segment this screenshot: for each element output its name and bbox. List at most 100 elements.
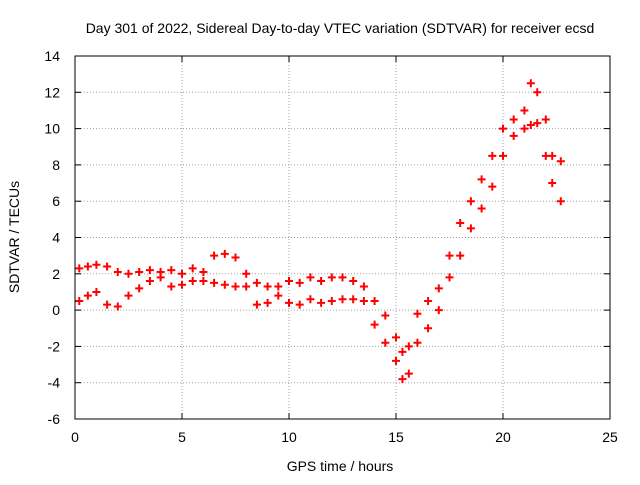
data-point: [295, 300, 304, 309]
data-point: [210, 251, 219, 260]
y-tick-label: 4: [52, 230, 60, 246]
data-point: [370, 297, 379, 306]
data-point: [477, 204, 486, 213]
data-point: [167, 282, 176, 291]
data-point: [520, 124, 529, 133]
y-tick-label: -2: [48, 338, 61, 354]
data-point: [398, 347, 407, 356]
data-point: [392, 333, 400, 342]
data-point: [413, 309, 422, 318]
data-point: [135, 284, 144, 293]
data-point: [381, 338, 390, 347]
data-point: [156, 273, 165, 282]
data-point: [263, 298, 272, 307]
data-point: [285, 277, 293, 286]
data-point: [135, 267, 144, 276]
data-point: [327, 273, 336, 282]
data-series-1: [75, 79, 565, 356]
data-point: [533, 88, 542, 97]
data-point: [103, 262, 112, 271]
data-point: [533, 119, 542, 128]
data-point: [274, 282, 283, 291]
data-point: [306, 273, 315, 282]
y-axis-label: SDTVAR / TECUs: [6, 181, 22, 293]
data-point: [252, 278, 261, 287]
data-point: [306, 295, 315, 304]
data-point: [327, 297, 336, 306]
tick-labels-layer: 0 5 10 15 20 25 -6 -4 -2 0 2 4 6 8 10 12 14: [44, 48, 618, 445]
x-tick-label: 15: [388, 429, 404, 445]
data-point: [188, 277, 197, 286]
data-point: [349, 295, 358, 304]
data-point: [274, 291, 283, 300]
data-point: [404, 369, 413, 378]
x-axis-label: GPS time / hours: [287, 458, 394, 474]
data-point: [145, 277, 154, 286]
data-point: [75, 297, 84, 306]
data-point: [509, 115, 518, 124]
data-point: [263, 282, 272, 291]
data-point: [488, 182, 497, 191]
data-point: [466, 224, 475, 233]
y-tick-label: 8: [52, 157, 60, 173]
data-point: [392, 356, 400, 365]
data-point: [242, 269, 251, 278]
data-series-2: [75, 119, 565, 384]
data-point: [92, 260, 101, 269]
ticks-layer: [74, 55, 611, 420]
data-point: [83, 262, 92, 271]
data-point: [199, 277, 208, 286]
x-tick-label: 5: [178, 429, 186, 445]
data-point: [398, 375, 407, 384]
data-point: [424, 324, 433, 333]
data-point: [103, 300, 112, 309]
data-point: [338, 295, 347, 304]
data-point: [252, 300, 261, 309]
data-point: [499, 151, 507, 160]
data-point: [188, 264, 197, 273]
data-point: [445, 251, 454, 260]
data-point: [548, 179, 557, 188]
chart-title: Day 301 of 2022, Sidereal Day-to-day VTE…: [86, 20, 595, 36]
data-point: [359, 297, 368, 306]
data-point: [178, 280, 186, 289]
data-point: [466, 197, 475, 206]
data-point: [488, 151, 497, 160]
data-point: [456, 251, 465, 260]
data-point: [526, 120, 535, 129]
y-tick-label: 2: [52, 266, 60, 282]
data-point: [295, 278, 304, 287]
data-point: [556, 197, 565, 206]
y-tick-label: 14: [44, 48, 60, 64]
data-point: [509, 131, 518, 140]
y-tick-label: -4: [48, 375, 61, 391]
data-point: [541, 115, 550, 124]
data-point: [178, 269, 186, 278]
x-tick-label: 20: [495, 429, 511, 445]
data-point: [83, 291, 92, 300]
y-tick-label: -6: [48, 411, 61, 427]
data-point: [124, 269, 133, 278]
data-point: [338, 273, 347, 282]
data-point: [317, 277, 326, 286]
data-point: [113, 267, 122, 276]
data-point: [167, 266, 176, 275]
data-point: [370, 320, 379, 329]
data-point: [231, 282, 240, 291]
data-point: [541, 151, 550, 160]
data-point: [210, 278, 219, 287]
data-point: [381, 311, 390, 320]
data-point: [220, 280, 229, 289]
data-point: [404, 342, 413, 351]
data-point: [124, 291, 133, 300]
data-point: [92, 287, 101, 296]
x-tick-label: 25: [602, 429, 618, 445]
data-point: [520, 106, 529, 115]
data-point: [477, 175, 486, 184]
data-point: [434, 306, 443, 315]
data-points-layer: [75, 79, 565, 384]
data-point: [445, 273, 454, 282]
